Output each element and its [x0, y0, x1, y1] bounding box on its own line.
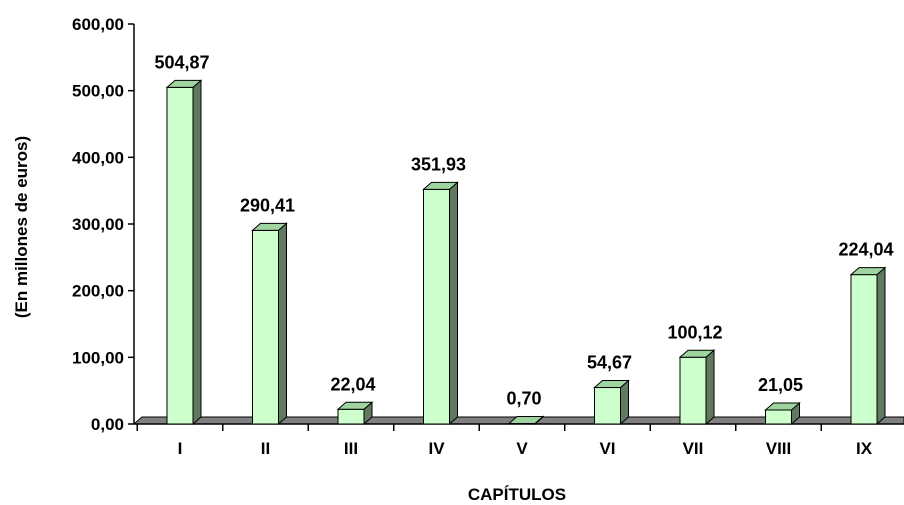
bar-front: [850, 274, 878, 425]
bar-front: [765, 409, 792, 425]
y-axis-title: (En millones de euros): [12, 136, 31, 318]
bar-top: [678, 349, 716, 358]
x-tick-label-IV: IV: [428, 439, 445, 458]
bar-top: [336, 401, 374, 410]
bar-top: [422, 181, 459, 190]
x-tick-label-I: I: [178, 439, 183, 458]
y-tick-label: 500,00: [72, 82, 124, 101]
bar-front: [166, 86, 194, 425]
bar-front: [423, 188, 450, 425]
y-tick-label: 0,00: [91, 415, 124, 434]
bar-side: [192, 79, 202, 426]
bar-VII: [678, 349, 716, 426]
x-tick-label-III: III: [344, 439, 358, 458]
bar-top: [507, 416, 545, 425]
bar-IX: [849, 266, 887, 426]
value-label-VIII: 21,05: [758, 375, 803, 395]
bar-front: [252, 229, 279, 425]
value-label-II: 290,41: [240, 195, 295, 215]
x-tick-label-VI: VI: [599, 439, 615, 458]
bar-side: [449, 181, 458, 426]
bar-top: [764, 402, 801, 411]
value-label-III: 22,04: [330, 374, 375, 394]
axes: 0,00 100,00 200,00 300,00 400,00 500,00 600,00: [72, 15, 904, 434]
x-tick-label-II: II: [261, 439, 270, 458]
bar-side: [705, 349, 715, 426]
x-axis-title: CAPÍTULOS: [468, 485, 566, 504]
value-label-VI: 54,67: [587, 353, 632, 373]
bar-II: [251, 222, 288, 426]
bar-side: [876, 266, 886, 426]
bar-front: [337, 408, 365, 425]
value-label-IV: 351,93: [411, 154, 466, 174]
bar-side: [278, 222, 287, 426]
bars: [165, 79, 887, 426]
bar-top: [165, 79, 203, 88]
value-label-I: 504,87: [154, 52, 209, 72]
y-tick-label: 300,00: [72, 215, 124, 234]
bar-top: [251, 222, 288, 231]
bar-I: [165, 79, 203, 426]
bar-front: [679, 356, 707, 425]
labels: 504,87 I 290,41 II 22,04 III 351,93 IV 0,70 V 54,6…: [154, 52, 893, 458]
x-tick-label-IX: IX: [856, 439, 873, 458]
bar-IV: [422, 181, 459, 426]
bar-VIII: [764, 401, 801, 426]
bar-top: [593, 380, 630, 389]
bar-front: [594, 387, 621, 425]
bar-III: [336, 401, 374, 426]
bar-top: [849, 267, 887, 276]
x-tick-label-VII: VII: [683, 439, 704, 458]
y-tick-label: 100,00: [72, 348, 124, 367]
value-label-V: 0,70: [506, 389, 541, 409]
y-tick-label: 600,00: [72, 15, 124, 34]
y-tick-label: 200,00: [72, 282, 124, 301]
value-label-IX: 224,04: [838, 240, 893, 260]
bar-V: [507, 415, 545, 426]
x-tick-label-VIII: VIII: [766, 439, 792, 458]
y-tick-label: 400,00: [72, 148, 124, 167]
bar-VI: [593, 379, 630, 426]
x-tick-label-V: V: [516, 439, 528, 458]
value-label-VII: 100,12: [667, 322, 722, 342]
